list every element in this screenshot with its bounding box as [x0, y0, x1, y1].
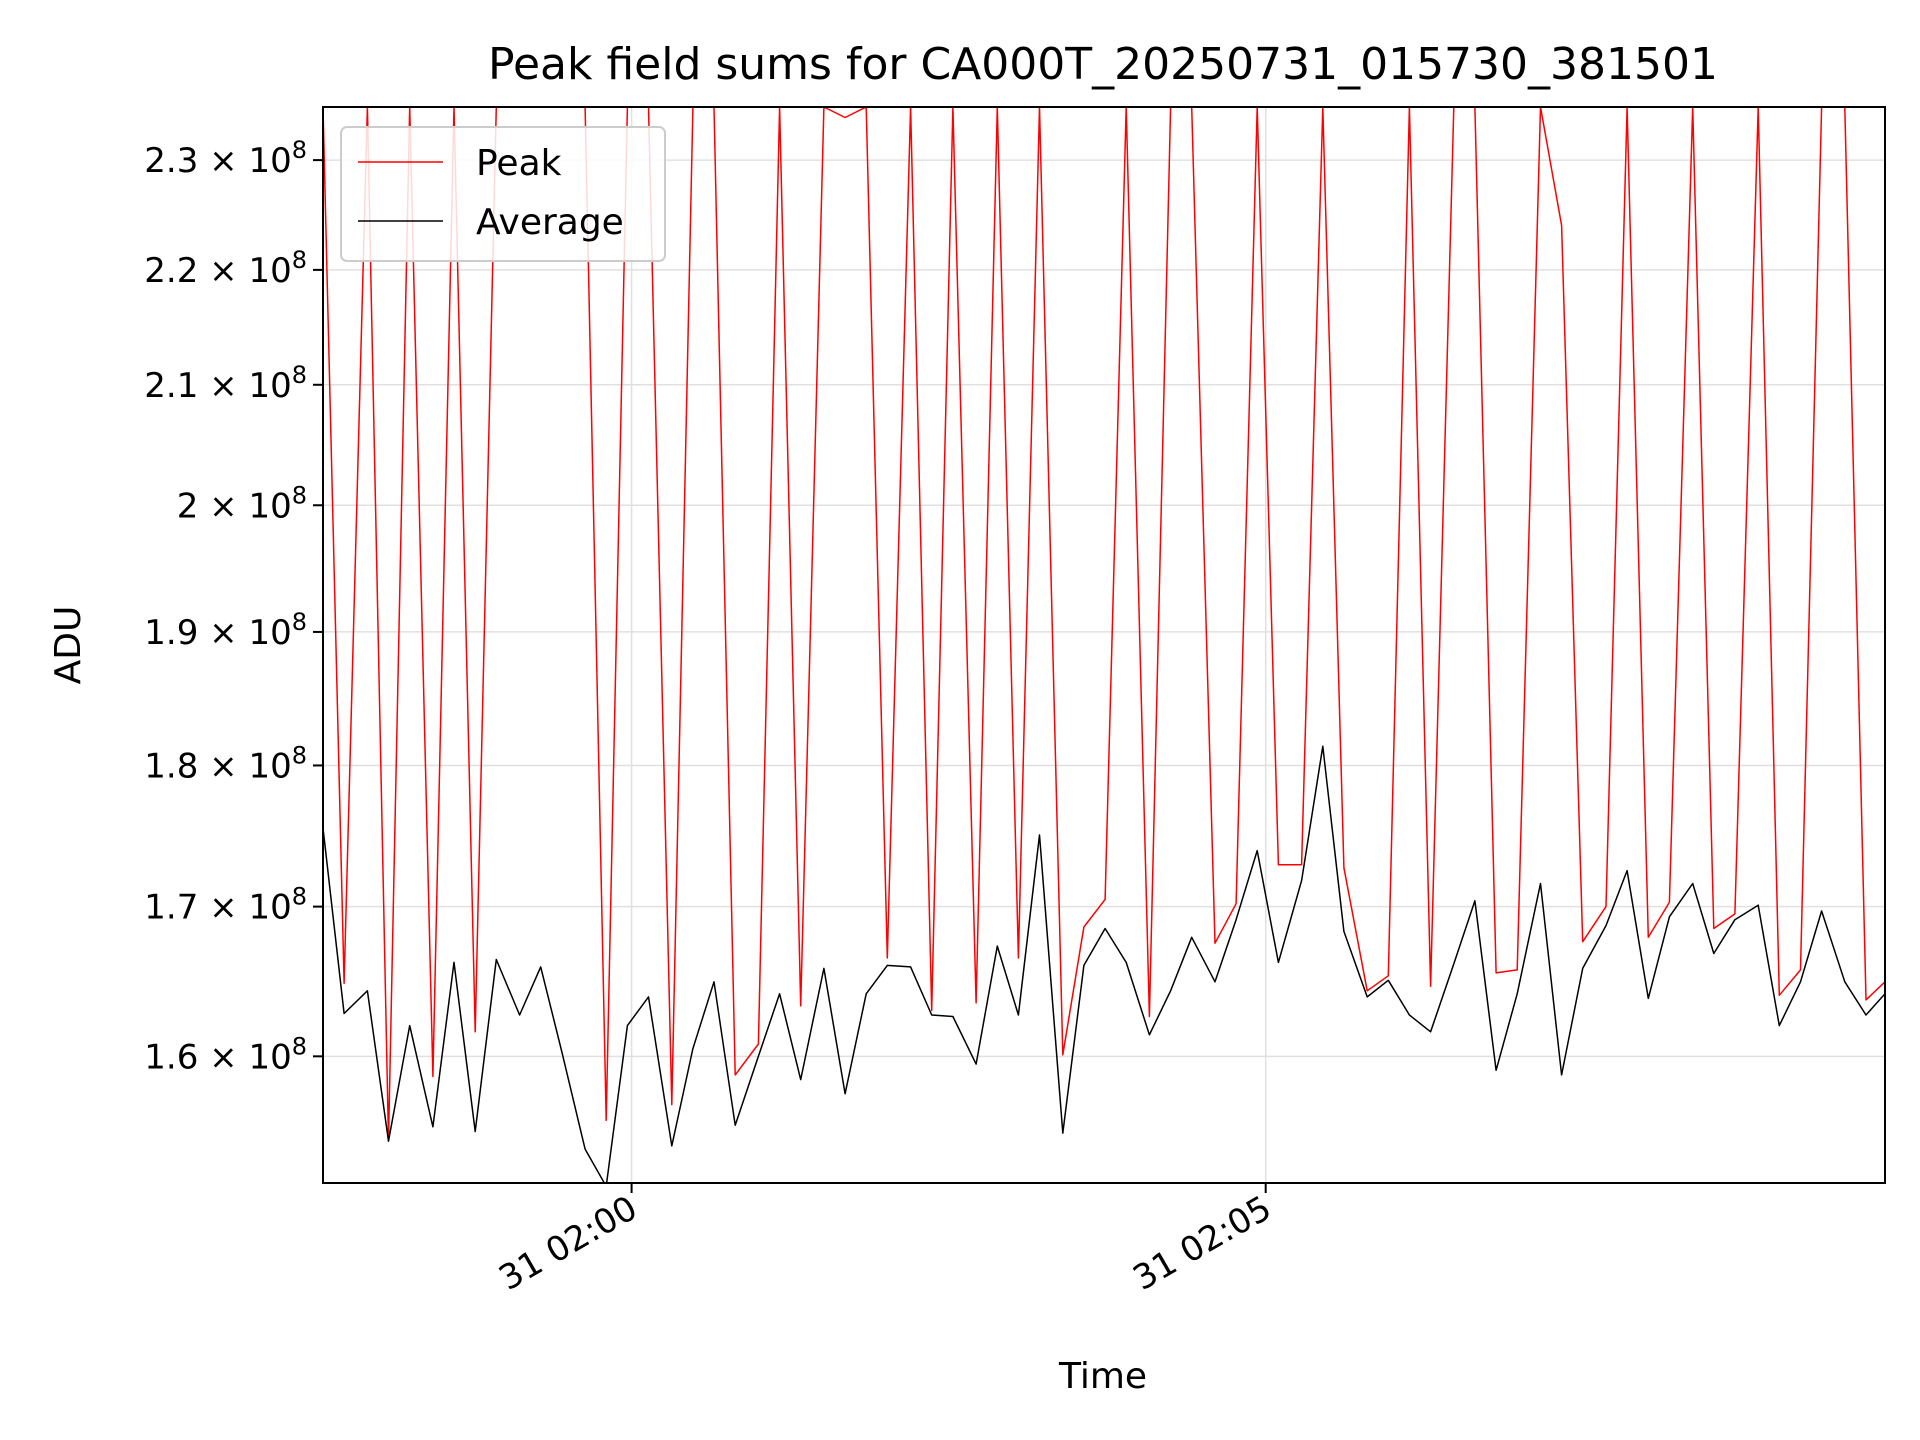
- plot-frame: [322, 106, 1886, 1184]
- x-tick-label: 31 02:05: [1127, 1188, 1279, 1299]
- y-tick-label: 2.2 × 108: [144, 246, 307, 291]
- grid: [323, 107, 1885, 1183]
- y-tick-label: 1.7 × 108: [144, 883, 307, 928]
- chart-title: Peak field sums for CA000T_20250731_0157…: [488, 39, 1718, 90]
- x-axis: 31 02:00 31 02:05: [492, 1183, 1278, 1299]
- y-tick-label: 1.8 × 108: [144, 741, 307, 786]
- legend-label-peak: Peak: [476, 143, 562, 184]
- y-axis-label: ADU: [48, 606, 89, 685]
- legend: Peak Average: [340, 126, 666, 262]
- series-layer: [323, 107, 1885, 1183]
- y-tick-label: 1.6 × 108: [144, 1032, 307, 1077]
- y-tick-label: 2.1 × 108: [144, 361, 307, 406]
- x-axis-label: Time: [1058, 1356, 1147, 1397]
- series-line-average: [323, 745, 1885, 1183]
- series-line-peak: [323, 107, 1885, 1142]
- legend-box: [340, 126, 666, 262]
- y-tick-label: 1.9 × 108: [144, 608, 307, 653]
- legend-label-average: Average: [476, 202, 624, 243]
- x-tick-label: 31 02:00: [492, 1188, 644, 1299]
- y-axis: 1.6 × 108 1.7 × 108 1.8 × 108 1.9 × 108 2 × …: [144, 136, 323, 1077]
- y-tick-label: 2 × 108: [177, 481, 307, 526]
- y-tick-label: 2.3 × 108: [144, 136, 307, 181]
